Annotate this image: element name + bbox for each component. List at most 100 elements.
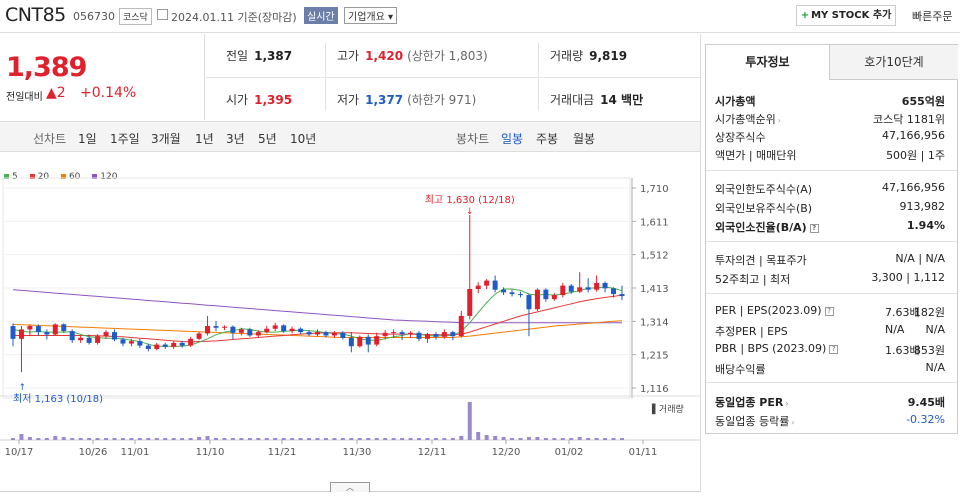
volume-bar xyxy=(476,432,481,440)
tab-3year[interactable]: 3년 xyxy=(226,132,245,146)
candle-body xyxy=(238,329,244,333)
volume-bar xyxy=(400,438,405,440)
tab-3month[interactable]: 3개월 xyxy=(151,132,181,146)
legend-label: 60 xyxy=(68,172,81,182)
panel-row-value: 1.94% xyxy=(906,219,945,232)
help-icon[interactable]: ? xyxy=(809,223,819,233)
volume-bar xyxy=(577,437,582,440)
panel-row-value: 7.63배 xyxy=(885,306,920,319)
panel-row-label: 외국인보유주식수(B) xyxy=(715,202,813,215)
panel-row-value: 9.45배 xyxy=(907,396,945,409)
quote-sub: (상한가 1,803) xyxy=(407,49,488,63)
chevron-right-icon[interactable]: › xyxy=(791,418,795,427)
candle-body xyxy=(95,336,101,343)
price-chart[interactable]: 1,710 1,611 1,512 1,413 1,314 1,215 1,116 ▌거래량 최… xyxy=(0,0,700,492)
tab-weekly[interactable]: 주봉 xyxy=(536,132,559,146)
candle-body xyxy=(526,295,532,310)
tab-5year[interactable]: 5년 xyxy=(258,132,277,146)
panel-row: 시가총액 655억원 xyxy=(715,93,945,111)
chevron-right-icon[interactable]: › xyxy=(785,399,789,408)
price-summary: 1,389 전일대비 ▲2 +0.14% xyxy=(0,34,205,120)
tab-1week[interactable]: 1주일 xyxy=(110,132,140,146)
quote-prev: 전일 1,387 xyxy=(226,47,292,64)
panel-row: 동일업종 PER › 9.45배 xyxy=(715,394,945,412)
my-stock-add-button[interactable]: + MY STOCK 추가 xyxy=(796,5,896,26)
volume-bar xyxy=(44,438,49,440)
chevron-right-icon[interactable]: › xyxy=(777,116,781,125)
legend-label: 20 xyxy=(37,172,50,182)
my-stock-label: MY STOCK 추가 xyxy=(811,10,892,21)
base-date: 2024.01.11 기준(장마감) xyxy=(171,11,297,24)
tab-1year[interactable]: 1년 xyxy=(195,132,214,146)
help-icon[interactable]: ? xyxy=(829,344,839,354)
volume-bar xyxy=(510,438,515,440)
volume-bar xyxy=(611,438,616,440)
tab-orderbook[interactable]: 호가10단계 xyxy=(830,45,958,80)
panel-row-label: 액면가 | 매매단위 xyxy=(715,149,797,162)
quote-label: 거래량 xyxy=(550,49,584,63)
quote-label: 시가 xyxy=(226,93,249,107)
candle-body xyxy=(501,289,507,293)
panel-row-value: 1.63배 xyxy=(885,344,920,357)
panel-row: 외국인보유주식수(B) 913,982 xyxy=(715,200,945,218)
panel-row: 배당수익률 N/A xyxy=(715,361,945,379)
quote-value: 9,819 xyxy=(589,49,628,63)
candle-body xyxy=(137,341,143,346)
company-overview-button[interactable]: 기업개요 ▾ xyxy=(344,7,398,24)
candle-body xyxy=(78,337,84,341)
volume-bar xyxy=(247,438,252,440)
help-icon[interactable]: ? xyxy=(824,306,834,316)
volume-bar xyxy=(552,438,557,440)
tab-daily[interactable]: 일봉 xyxy=(501,132,524,146)
tab-investment-info[interactable]: 투자정보 xyxy=(706,45,830,80)
realtime-badge[interactable]: 실시간 xyxy=(304,7,338,24)
y-tick-label: 1,314 xyxy=(640,317,669,328)
volume-bar xyxy=(501,437,506,440)
candle-chart-label: 봉차트 xyxy=(456,132,490,146)
candle-body xyxy=(213,326,219,328)
volume-bar xyxy=(298,438,303,440)
volume-bar xyxy=(450,438,455,440)
candle-body xyxy=(281,325,287,332)
candle-body xyxy=(289,328,295,332)
quote-grid: 전일 1,387 고가 1,420 (상한가 1,803) 거래량 9,819 시가 1,… xyxy=(206,34,700,120)
legend-swatch xyxy=(4,173,9,179)
volume-bar xyxy=(104,438,109,440)
y-tick-label: 1,512 xyxy=(640,251,669,262)
volume-bar xyxy=(197,437,202,440)
price-change: ▲2 xyxy=(46,85,66,101)
candle-body xyxy=(52,324,58,335)
panel-row-value: 47,166,956 xyxy=(882,181,945,194)
panel-row-label: 상장주식수 xyxy=(715,131,766,144)
volume-bar xyxy=(518,438,523,440)
chart-expand-button[interactable]: ︿ xyxy=(330,482,370,492)
y-tick-label: 1,710 xyxy=(640,184,669,195)
volume-bar xyxy=(569,438,574,440)
volume-bar xyxy=(408,438,413,440)
candle-body xyxy=(602,282,608,289)
volume-bar xyxy=(315,438,320,440)
candle-body xyxy=(120,339,126,344)
panel-row-label: 외국인한도주식수(A) xyxy=(715,183,813,196)
volume-bar xyxy=(53,436,58,440)
panel-divider xyxy=(706,241,957,242)
panel-row-label: 52주최고 | 최저 xyxy=(715,273,791,286)
panel-row: 상장주식수 47,166,956 xyxy=(715,129,945,147)
panel-row: PER | EPS(2023.09)? 7.63배 182원 xyxy=(715,304,945,322)
volume-bar xyxy=(154,438,159,440)
tab-1day[interactable]: 1일 xyxy=(78,132,97,146)
quick-order-link[interactable]: 빠른주문 xyxy=(912,10,953,23)
tab-10year[interactable]: 10년 xyxy=(290,132,317,146)
volume-bar xyxy=(307,438,312,440)
volume-bar xyxy=(112,438,117,440)
header: CNT85 056730 코스닥 2024.01.11 기준(장마감) 실시간 … xyxy=(0,0,960,33)
candle-body xyxy=(69,331,75,341)
volume-bar xyxy=(239,438,244,440)
candle-body xyxy=(391,332,397,334)
panel-row-value: N/A xyxy=(885,323,905,336)
tab-monthly[interactable]: 월봉 xyxy=(573,132,596,146)
y-tick-label: 1,413 xyxy=(640,284,669,295)
volume-bar xyxy=(543,438,548,440)
plus-icon: + xyxy=(800,10,810,21)
panel-divider xyxy=(706,382,957,383)
